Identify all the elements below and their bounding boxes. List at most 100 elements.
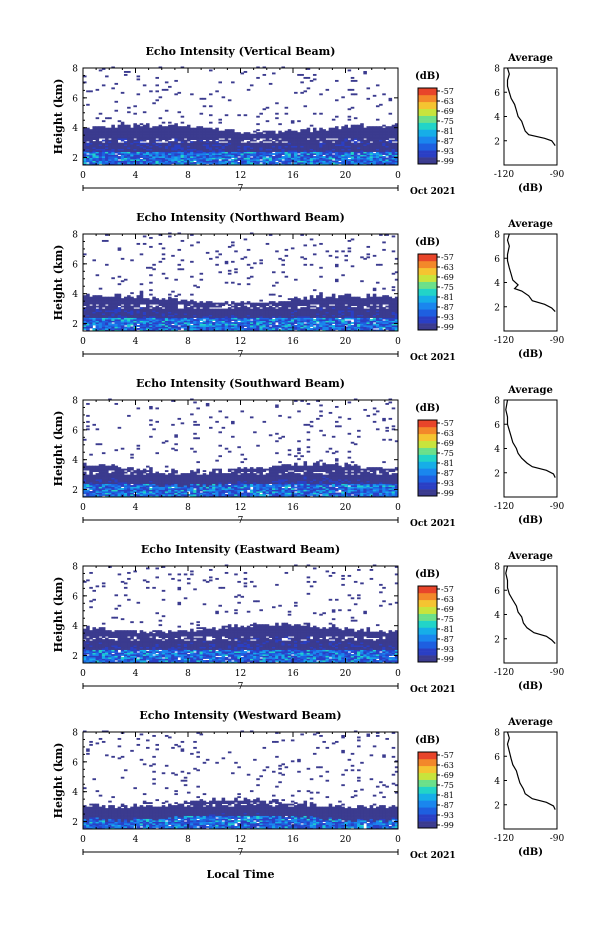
x-tick-label: 8 — [185, 835, 191, 845]
average-y-tick-label: 4 — [494, 611, 500, 621]
colorbar-step — [418, 786, 437, 791]
colorbar-step — [418, 796, 437, 801]
average-panel: Average 2 4 6 8 -120 -90 (dB) — [494, 551, 565, 692]
colorbar-unit: (dB) — [415, 735, 440, 746]
colorbar-step — [418, 624, 437, 628]
average-y-tick-label: 4 — [494, 113, 500, 123]
colorbar-step — [418, 440, 437, 445]
colorbar-step — [418, 769, 437, 774]
colorbar-tick-label: -93 — [441, 479, 454, 488]
colorbar-step — [418, 803, 437, 808]
colorbar-step — [418, 112, 437, 116]
colorbar-step — [418, 475, 437, 480]
x-tick-label: 0 — [395, 337, 401, 347]
colorbar-tick-label: -93 — [441, 147, 454, 156]
day-label: 7 — [238, 350, 244, 360]
x-tick-label: 0 — [80, 337, 86, 347]
colorbar-tick-label: -57 — [441, 751, 454, 760]
date-label: Oct 2021 — [410, 353, 456, 363]
y-tick-label: 2 — [72, 818, 78, 828]
x-tick-label: 8 — [185, 503, 191, 513]
colorbar-step — [418, 94, 437, 99]
y-tick-label: 8 — [72, 397, 78, 407]
colorbar-step — [418, 126, 437, 130]
y-tick-label: 4 — [72, 456, 78, 466]
colorbar-frame — [417, 87, 438, 165]
average-title: Average — [507, 551, 553, 562]
colorbar-step — [418, 492, 437, 497]
average-frame — [503, 731, 558, 830]
colorbar-step — [418, 464, 437, 469]
x-tick-label: 0 — [80, 171, 86, 181]
average-y-tick-label: 2 — [494, 303, 500, 313]
colorbar-step — [418, 160, 437, 165]
colorbar-tick-label: -57 — [441, 87, 454, 96]
colorbar-step — [418, 139, 437, 144]
colorbar-tick-label: -99 — [441, 323, 454, 332]
y-tick-label: 8 — [72, 231, 78, 241]
day-label: 7 — [238, 516, 244, 526]
colorbar-step — [418, 814, 437, 818]
colorbar-tick-label: -75 — [441, 117, 454, 126]
average-profile-line — [505, 565, 556, 645]
average-y-tick-label: 2 — [494, 137, 500, 147]
colorbar-step — [418, 461, 437, 466]
date-label: Oct 2021 — [410, 519, 456, 529]
day-label: 7 — [238, 848, 244, 858]
colorbar-step — [418, 309, 437, 314]
colorbar-tick-label: -81 — [441, 127, 454, 136]
colorbar-step — [418, 651, 437, 656]
y-tick-label: 6 — [72, 260, 78, 270]
colorbar-tick-label: -57 — [441, 585, 454, 594]
panel-title: Echo Intensity (Northward Beam) — [136, 211, 345, 224]
panel-title: Echo Intensity (Vertical Beam) — [145, 45, 335, 58]
colorbar-unit: (dB) — [415, 237, 440, 248]
average-title: Average — [507, 385, 553, 396]
y-tick-label: 2 — [72, 320, 78, 330]
colorbar-step — [418, 613, 437, 618]
colorbar-step — [418, 267, 437, 272]
heatmap-cells — [83, 66, 399, 166]
average-frame — [503, 67, 558, 166]
colorbar-tick-label: -63 — [441, 595, 454, 604]
colorbar-step — [418, 129, 437, 134]
colorbar-step — [418, 606, 437, 611]
average-y-tick-label: 8 — [494, 729, 500, 739]
colorbar-tick-label: -63 — [441, 429, 454, 438]
average-profile-line — [505, 399, 556, 478]
colorbar-step — [418, 447, 437, 452]
colorbar-tick-label: -87 — [441, 303, 454, 312]
colorbar-tick-label: -81 — [441, 791, 454, 800]
y-axis-label: Height (km) — [52, 743, 65, 819]
colorbar-step — [418, 758, 437, 763]
colorbar-unit: (dB) — [415, 403, 440, 414]
x-tick-label: 4 — [133, 171, 139, 181]
colorbar-step — [418, 655, 437, 659]
x-tick-label: 16 — [287, 337, 299, 347]
colorbar-step — [418, 478, 437, 483]
date-label: Oct 2021 — [410, 187, 456, 197]
date-label: Oct 2021 — [410, 685, 456, 695]
x-tick-label: 0 — [80, 835, 86, 845]
colorbar-step — [418, 312, 437, 317]
colorbar-step — [418, 489, 437, 493]
colorbar-tick-label: -99 — [441, 655, 454, 664]
colorbar-step — [418, 420, 437, 424]
colorbar-step — [418, 779, 437, 784]
colorbar-step — [418, 136, 437, 141]
y-tick-label: 8 — [72, 65, 78, 75]
colorbar-step — [418, 316, 437, 320]
average-y-tick-label: 6 — [494, 753, 500, 763]
colorbar-step — [418, 485, 437, 490]
colorbar-step — [418, 119, 437, 123]
panel-1: Echo Intensity (Vertical Beam) 2 4 6 8 0 4 8 12 1… — [52, 45, 565, 197]
colorbar-tick-label: -99 — [441, 489, 454, 498]
colorbar-step — [418, 627, 437, 632]
colorbar-step — [418, 821, 437, 825]
colorbar-tick-label: -87 — [441, 469, 454, 478]
colorbar-step — [418, 146, 437, 151]
average-panel: Average 2 4 6 8 -120 -90 (dB) — [494, 717, 565, 858]
x-tick-label: 0 — [395, 835, 401, 845]
date-label: Oct 2021 — [410, 851, 456, 861]
